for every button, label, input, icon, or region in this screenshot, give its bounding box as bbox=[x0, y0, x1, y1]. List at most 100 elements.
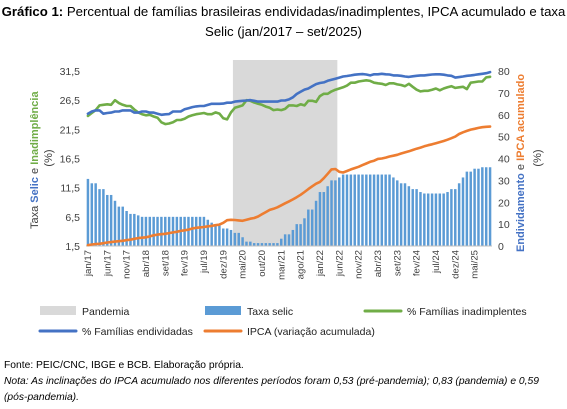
y-right-tick-label: 10 bbox=[498, 219, 510, 231]
note-text: Nota: As inclinações do IPCA acumulado n… bbox=[4, 376, 539, 403]
chart-title-text: Percentual de famílias brasileiras endiv… bbox=[63, 4, 566, 39]
selic-bar bbox=[334, 180, 337, 246]
x-tick-label: jul/19 bbox=[199, 250, 210, 274]
selic-bar bbox=[353, 174, 356, 246]
y-right-tick-label: 70 bbox=[498, 88, 510, 100]
y-left-tick-label: 16,5 bbox=[60, 154, 81, 166]
chart-title: Gráfico 1: Percentual de famílias brasil… bbox=[0, 2, 567, 42]
selic-bar bbox=[144, 216, 148, 246]
ipca-line bbox=[86, 125, 492, 247]
y-left-tick-label: 31,5 bbox=[60, 66, 81, 78]
y-right-tick-label: 60 bbox=[498, 110, 510, 122]
selic-bar bbox=[136, 215, 140, 246]
legend-label-endividadas: % Famílias endividadas bbox=[82, 326, 193, 338]
y-right-tick-label: 50 bbox=[498, 132, 510, 144]
selic-bar bbox=[291, 229, 295, 246]
x-tick-label: jul/24 bbox=[431, 249, 442, 274]
selic-bar bbox=[125, 211, 128, 246]
selic-bar bbox=[361, 174, 364, 246]
selic-bar bbox=[206, 219, 210, 246]
selic-bar bbox=[225, 228, 229, 246]
y-right-tick-label: 20 bbox=[498, 197, 510, 209]
y-right-tick-label: 80 bbox=[498, 66, 510, 78]
legend-label-pandemia: Pandemia bbox=[82, 306, 129, 318]
selic-bar bbox=[233, 232, 237, 246]
selic-bar bbox=[376, 174, 380, 246]
selic-bar bbox=[86, 178, 90, 246]
y-left-tick-label: 6,5 bbox=[65, 212, 80, 224]
x-tick-label: fev/19 bbox=[180, 250, 191, 276]
selic-bar bbox=[210, 222, 213, 246]
selic-bar bbox=[442, 193, 445, 246]
y-left-label-part: Selic bbox=[29, 177, 41, 203]
legend-label-selic: Taxa selic bbox=[247, 306, 293, 318]
selic-bar bbox=[129, 213, 132, 246]
selic-bar bbox=[109, 194, 113, 246]
selic-bar bbox=[411, 189, 414, 246]
x-tick-label: dez/24 bbox=[450, 249, 461, 278]
x-tick-label: abr/18 bbox=[141, 250, 152, 277]
x-tick-label: dez/19 bbox=[218, 250, 229, 279]
selic-bar bbox=[202, 216, 206, 246]
selic-bar bbox=[446, 192, 449, 246]
selic-bar bbox=[407, 186, 411, 246]
selic-bar bbox=[380, 174, 384, 246]
selic-bar bbox=[268, 243, 271, 246]
selic-bar bbox=[310, 209, 314, 246]
selic-bar bbox=[384, 174, 387, 246]
selic-bar bbox=[349, 174, 353, 246]
y-right-label-part: IPCA acumulado bbox=[515, 74, 527, 161]
y-left-tick-label: 1,5 bbox=[65, 241, 80, 253]
selic-bar bbox=[299, 224, 302, 246]
selic-bar bbox=[318, 192, 322, 246]
x-tick-label: jan/17 bbox=[83, 250, 94, 277]
selic-bar bbox=[164, 216, 167, 246]
selic-bar bbox=[229, 229, 233, 246]
selic-bar bbox=[365, 174, 368, 246]
selic-bar bbox=[372, 174, 376, 246]
selic-bar bbox=[484, 167, 488, 246]
x-tick-label: out/20 bbox=[257, 250, 268, 277]
selic-bar bbox=[260, 243, 264, 246]
x-tick-label: ago/21 bbox=[296, 250, 307, 279]
y-left-tick-label: 26,5 bbox=[60, 95, 81, 107]
selic-bar bbox=[434, 193, 438, 246]
selic-bar bbox=[481, 167, 484, 246]
x-tick-label: nov/22 bbox=[354, 250, 365, 279]
x-tick-label: jun/17 bbox=[102, 250, 113, 277]
selic-bar bbox=[191, 216, 194, 246]
selic-bar bbox=[156, 216, 159, 246]
x-tick-label: mar/21 bbox=[276, 250, 287, 280]
selic-bar bbox=[152, 216, 155, 246]
selic-bar bbox=[222, 228, 225, 246]
selic-bar bbox=[295, 224, 298, 246]
selic-bar bbox=[94, 183, 97, 246]
y-right-tick-label: 30 bbox=[498, 175, 510, 187]
x-tick-label: abr/23 bbox=[373, 250, 384, 277]
selic-bar bbox=[272, 243, 275, 246]
selic-bar bbox=[245, 241, 248, 246]
selic-bar bbox=[426, 193, 430, 246]
legend-swatch-pandemia bbox=[40, 306, 76, 315]
selic-bar bbox=[488, 167, 492, 246]
selic-bar bbox=[106, 194, 109, 246]
inadimplentes-line bbox=[86, 75, 492, 126]
selic-bar bbox=[256, 243, 260, 246]
selic-bar bbox=[403, 183, 407, 246]
legend-label-ipca: IPCA (variação acumulada) bbox=[247, 326, 375, 338]
selic-bar bbox=[388, 174, 391, 246]
selic-bar bbox=[237, 232, 240, 246]
selic-bar bbox=[465, 171, 469, 246]
selic-bar bbox=[341, 174, 345, 246]
selic-bar bbox=[307, 209, 310, 246]
selic-bar bbox=[345, 174, 349, 246]
endividadas-line bbox=[86, 70, 492, 117]
selic-bar bbox=[287, 234, 291, 246]
y-right-axis-label: Endividamento e IPCA acumulado bbox=[515, 74, 527, 252]
y-left-tick-label: 21,5 bbox=[60, 124, 81, 136]
selic-bar bbox=[241, 237, 244, 246]
selic-bar bbox=[330, 180, 333, 246]
selic-bar bbox=[121, 206, 124, 246]
selic-bar bbox=[415, 189, 418, 246]
selic-bar bbox=[473, 168, 476, 246]
